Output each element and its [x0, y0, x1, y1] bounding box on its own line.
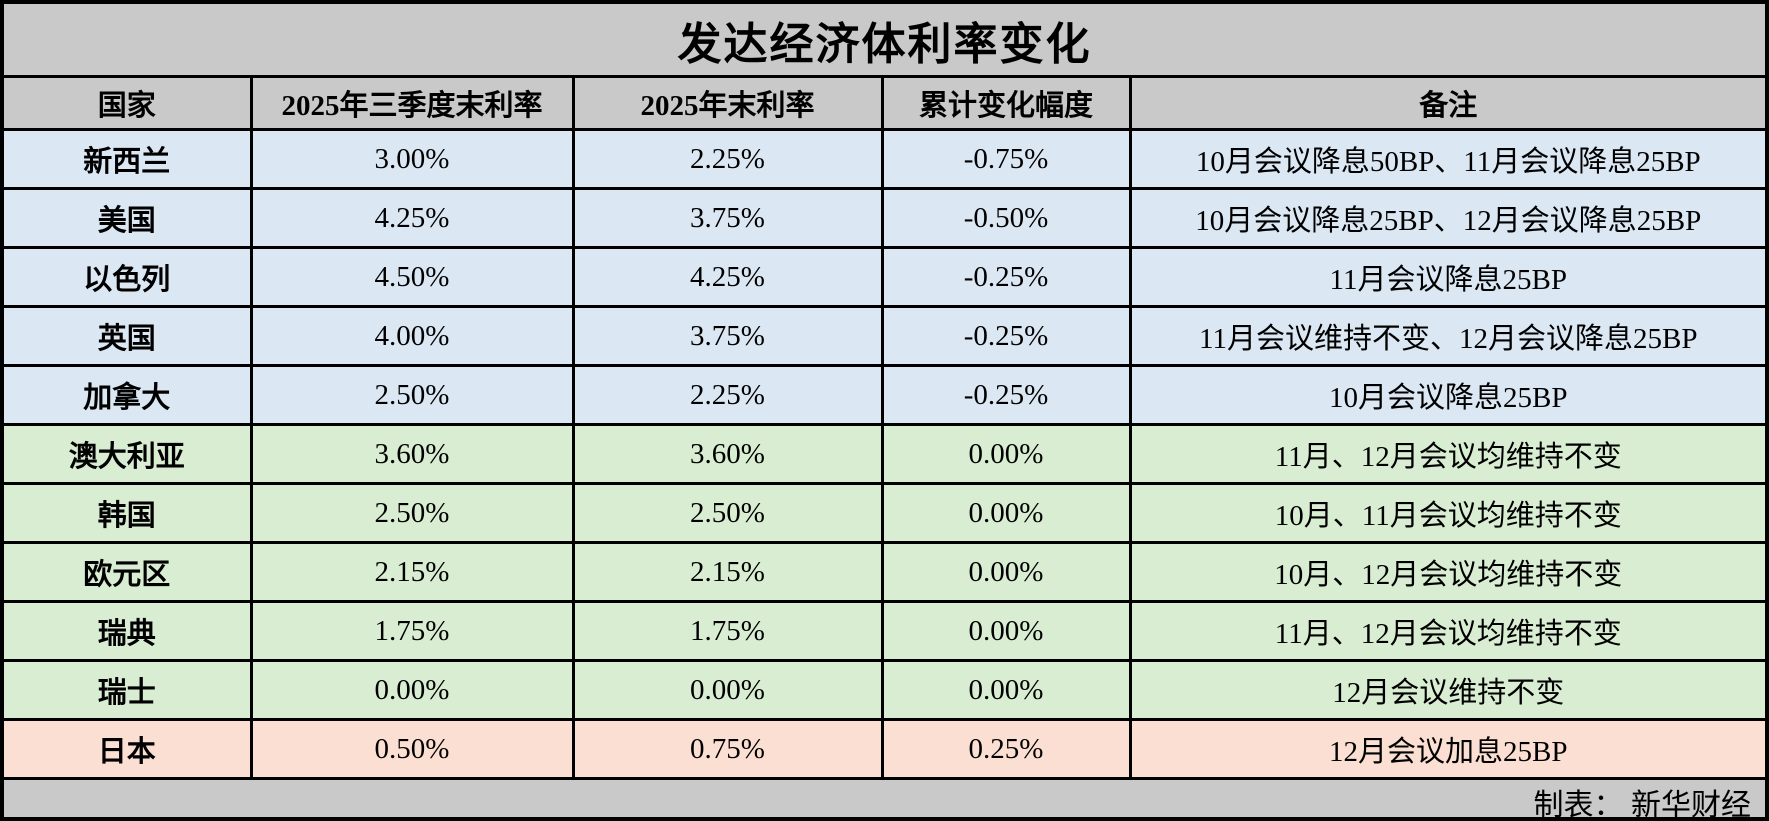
- cell-end-rate: 1.75%: [571, 600, 884, 662]
- cell-change: 0.00%: [880, 423, 1132, 485]
- cell-end-rate: 2.50%: [571, 482, 884, 544]
- header-change: 累计变化幅度: [880, 78, 1132, 131]
- cell-country: 美国: [4, 187, 253, 249]
- cell-q3-rate: 3.00%: [249, 128, 575, 190]
- rates-table: 国家 2025年三季度末利率 2025年末利率 累计变化幅度 备注 新西兰 3.…: [4, 78, 1765, 780]
- cell-change: 0.00%: [880, 600, 1132, 662]
- table-row: 英国 4.00% 3.75% -0.25% 11月会议维持不变、12月会议降息2…: [4, 305, 1765, 367]
- cell-note: 11月、12月会议均维持不变: [1128, 600, 1765, 662]
- table-row: 日本 0.50% 0.75% 0.25% 12月会议加息25BP: [4, 718, 1765, 780]
- cell-end-rate: 2.25%: [571, 128, 884, 190]
- cell-end-rate: 3.75%: [571, 305, 884, 367]
- cell-q3-rate: 4.50%: [249, 246, 575, 308]
- header-country: 国家: [4, 78, 253, 131]
- cell-q3-rate: 2.50%: [249, 482, 575, 544]
- header-q3-rate: 2025年三季度末利率: [249, 78, 575, 131]
- cell-note: 10月会议降息50BP、11月会议降息25BP: [1128, 128, 1765, 190]
- header-end-rate: 2025年末利率: [571, 78, 884, 131]
- cell-change: 0.00%: [880, 541, 1132, 603]
- cell-q3-rate: 1.75%: [249, 600, 575, 662]
- table-row: 欧元区 2.15% 2.15% 0.00% 10月、12月会议均维持不变: [4, 541, 1765, 603]
- cell-q3-rate: 2.50%: [249, 364, 575, 426]
- cell-country: 加拿大: [4, 364, 253, 426]
- cell-country: 瑞典: [4, 600, 253, 662]
- cell-country: 澳大利亚: [4, 423, 253, 485]
- cell-note: 10月、12月会议均维持不变: [1128, 541, 1765, 603]
- source-credit: 制表： 新华财经: [4, 780, 1765, 817]
- table-row: 瑞典 1.75% 1.75% 0.00% 11月、12月会议均维持不变: [4, 600, 1765, 662]
- table-row: 美国 4.25% 3.75% -0.50% 10月会议降息25BP、12月会议降…: [4, 187, 1765, 249]
- cell-end-rate: 2.15%: [571, 541, 884, 603]
- cell-change: -0.25%: [880, 364, 1132, 426]
- cell-note: 11月会议降息25BP: [1128, 246, 1765, 308]
- cell-q3-rate: 0.00%: [249, 659, 575, 721]
- cell-q3-rate: 4.00%: [249, 305, 575, 367]
- cell-end-rate: 0.00%: [571, 659, 884, 721]
- cell-end-rate: 2.25%: [571, 364, 884, 426]
- cell-change: 0.25%: [880, 718, 1132, 780]
- page-title: 发达经济体利率变化: [4, 4, 1765, 78]
- header-row: 国家 2025年三季度末利率 2025年末利率 累计变化幅度 备注: [4, 78, 1765, 131]
- cell-country: 新西兰: [4, 128, 253, 190]
- cell-end-rate: 0.75%: [571, 718, 884, 780]
- cell-end-rate: 4.25%: [571, 246, 884, 308]
- cell-end-rate: 3.75%: [571, 187, 884, 249]
- cell-country: 欧元区: [4, 541, 253, 603]
- cell-note: 10月会议降息25BP: [1128, 364, 1765, 426]
- table-row: 加拿大 2.50% 2.25% -0.25% 10月会议降息25BP: [4, 364, 1765, 426]
- cell-note: 12月会议维持不变: [1128, 659, 1765, 721]
- cell-change: -0.25%: [880, 305, 1132, 367]
- table-row: 以色列 4.50% 4.25% -0.25% 11月会议降息25BP: [4, 246, 1765, 308]
- cell-country: 瑞士: [4, 659, 253, 721]
- cell-country: 以色列: [4, 246, 253, 308]
- cell-q3-rate: 2.15%: [249, 541, 575, 603]
- table-row: 澳大利亚 3.60% 3.60% 0.00% 11月、12月会议均维持不变: [4, 423, 1765, 485]
- cell-note: 11月会议维持不变、12月会议降息25BP: [1128, 305, 1765, 367]
- cell-q3-rate: 0.50%: [249, 718, 575, 780]
- cell-note: 11月、12月会议均维持不变: [1128, 423, 1765, 485]
- table-row: 韩国 2.50% 2.50% 0.00% 10月、11月会议均维持不变: [4, 482, 1765, 544]
- cell-q3-rate: 3.60%: [249, 423, 575, 485]
- table-row: 新西兰 3.00% 2.25% -0.75% 10月会议降息50BP、11月会议…: [4, 128, 1765, 190]
- cell-country: 英国: [4, 305, 253, 367]
- cell-change: -0.25%: [880, 246, 1132, 308]
- cell-change: -0.50%: [880, 187, 1132, 249]
- cell-note: 10月、11月会议均维持不变: [1128, 482, 1765, 544]
- cell-change: 0.00%: [880, 482, 1132, 544]
- cell-end-rate: 3.60%: [571, 423, 884, 485]
- cell-change: -0.75%: [880, 128, 1132, 190]
- cell-country: 日本: [4, 718, 253, 780]
- cell-note: 12月会议加息25BP: [1128, 718, 1765, 780]
- cell-note: 10月会议降息25BP、12月会议降息25BP: [1128, 187, 1765, 249]
- cell-country: 韩国: [4, 482, 253, 544]
- header-note: 备注: [1128, 78, 1765, 131]
- table-row: 瑞士 0.00% 0.00% 0.00% 12月会议维持不变: [4, 659, 1765, 721]
- cell-change: 0.00%: [880, 659, 1132, 721]
- cell-q3-rate: 4.25%: [249, 187, 575, 249]
